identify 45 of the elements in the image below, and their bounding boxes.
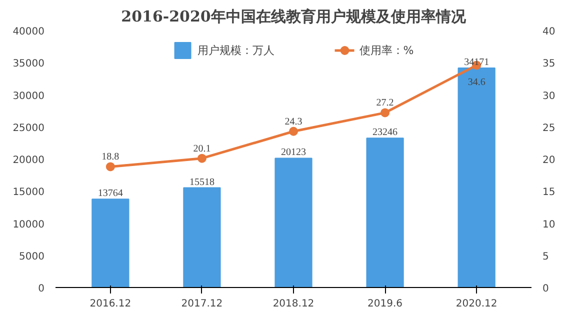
bar xyxy=(183,187,221,288)
data-label: 34171 xyxy=(464,56,490,68)
y2-tick-label: 5 xyxy=(542,251,549,262)
point xyxy=(289,126,298,136)
bar xyxy=(92,198,130,288)
data-label: 18.8 xyxy=(102,152,120,163)
point xyxy=(197,154,206,163)
data-label: 15518 xyxy=(189,176,214,188)
y-tick-label: 5000 xyxy=(19,251,45,262)
y-tick-label: 30000 xyxy=(12,90,44,102)
data-label: 34.6 xyxy=(468,77,486,88)
data-label: 20123 xyxy=(281,147,306,158)
y2-tick-label: 30 xyxy=(542,90,556,102)
y-tick-label: 15000 xyxy=(12,187,44,198)
data-label: 13764 xyxy=(98,188,123,200)
bar xyxy=(458,67,496,288)
point xyxy=(106,162,115,172)
data-label: 24.3 xyxy=(284,116,302,128)
y2-tick-label: 20 xyxy=(542,155,556,166)
y-tick-label: 40000 xyxy=(12,26,44,38)
y2-tick-label: 35 xyxy=(542,58,556,70)
y2-tick-label: 0 xyxy=(542,284,549,294)
data-label: 27.2 xyxy=(376,98,394,109)
x-tick-label: 2018.12 xyxy=(272,298,314,310)
bar xyxy=(274,158,312,288)
y-tick-label: 20000 xyxy=(12,155,44,166)
point xyxy=(380,108,390,118)
legend-label: 用户规模：万人 xyxy=(197,42,274,58)
y-tick-label: 0 xyxy=(38,284,45,294)
data-label: 23246 xyxy=(372,127,398,138)
chart-title: 2016-2020年中国在线教育用户规模及使用率情况 xyxy=(121,8,467,26)
y2-tick-label: 15 xyxy=(542,187,556,198)
x-tick-label: 2020.12 xyxy=(456,298,498,310)
legend-label: 使用率：% xyxy=(359,42,414,58)
bar xyxy=(366,138,404,288)
data-label: 20.1 xyxy=(193,143,211,154)
y2-tick-label: 40 xyxy=(542,26,556,38)
y-tick-label: 10000 xyxy=(12,219,44,230)
y2-tick-label: 10 xyxy=(542,219,556,230)
x-tick-label: 2016.12 xyxy=(90,298,132,310)
y2-tick-label: 25 xyxy=(542,122,556,134)
x-tick-label: 2019.6 xyxy=(368,298,403,310)
y-tick-label: 25000 xyxy=(12,122,44,134)
x-tick-label: 2017.12 xyxy=(181,298,223,310)
y-tick-label: 35000 xyxy=(12,58,44,70)
